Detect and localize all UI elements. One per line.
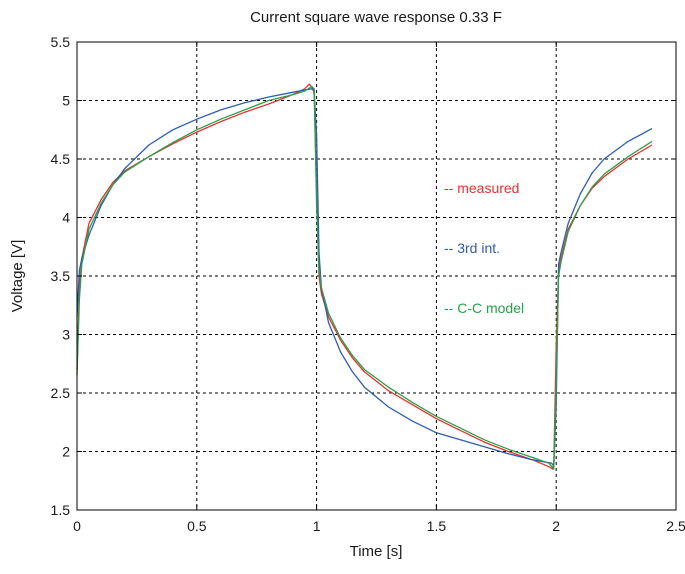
x-tick-label: 0.5 — [187, 518, 207, 534]
y-tick-label: 4 — [62, 210, 70, 226]
y-tick-label: 5 — [62, 93, 70, 109]
grid — [77, 42, 676, 510]
legend-entry: -- 3rd int. — [444, 240, 500, 256]
series-line-measured — [76, 83, 653, 470]
legend: -- measured -- 3rd int. -- C-C model — [444, 180, 524, 316]
x-tick-label: 0 — [73, 518, 81, 534]
y-tick-label: 1.5 — [51, 502, 71, 518]
plot-area-border — [76, 41, 677, 511]
y-tick-label: 3.5 — [51, 268, 71, 284]
x-tick-label: 2.5 — [666, 518, 685, 534]
y-tick-label: 4.5 — [51, 151, 71, 167]
x-tick-label: 2 — [552, 518, 560, 534]
legend-entry: -- measured — [444, 180, 519, 196]
y-axis-title: Voltage [V] — [9, 240, 26, 313]
y-tick-label: 3 — [62, 327, 70, 343]
y-tick-label: 2.5 — [51, 385, 71, 401]
y-tick-label: 5.5 — [51, 34, 71, 50]
x-tick-label: 1 — [313, 518, 321, 534]
series-line-c-c-model — [76, 85, 653, 470]
chart-title: Current square wave response 0.33 F — [250, 9, 502, 26]
axis-ticks: 0 0.5 1 1.5 2 2.5 1.5 2 2.5 3 3.5 4 4.5 5 5.5 — [51, 34, 685, 534]
series-line-3rd-int — [76, 88, 653, 467]
x-axis-title: Time [s] — [350, 543, 403, 560]
x-tick-label: 1.5 — [427, 518, 447, 534]
series-layer — [76, 83, 653, 470]
y-tick-label: 2 — [62, 444, 70, 460]
legend-entry: -- C-C model — [444, 300, 524, 316]
